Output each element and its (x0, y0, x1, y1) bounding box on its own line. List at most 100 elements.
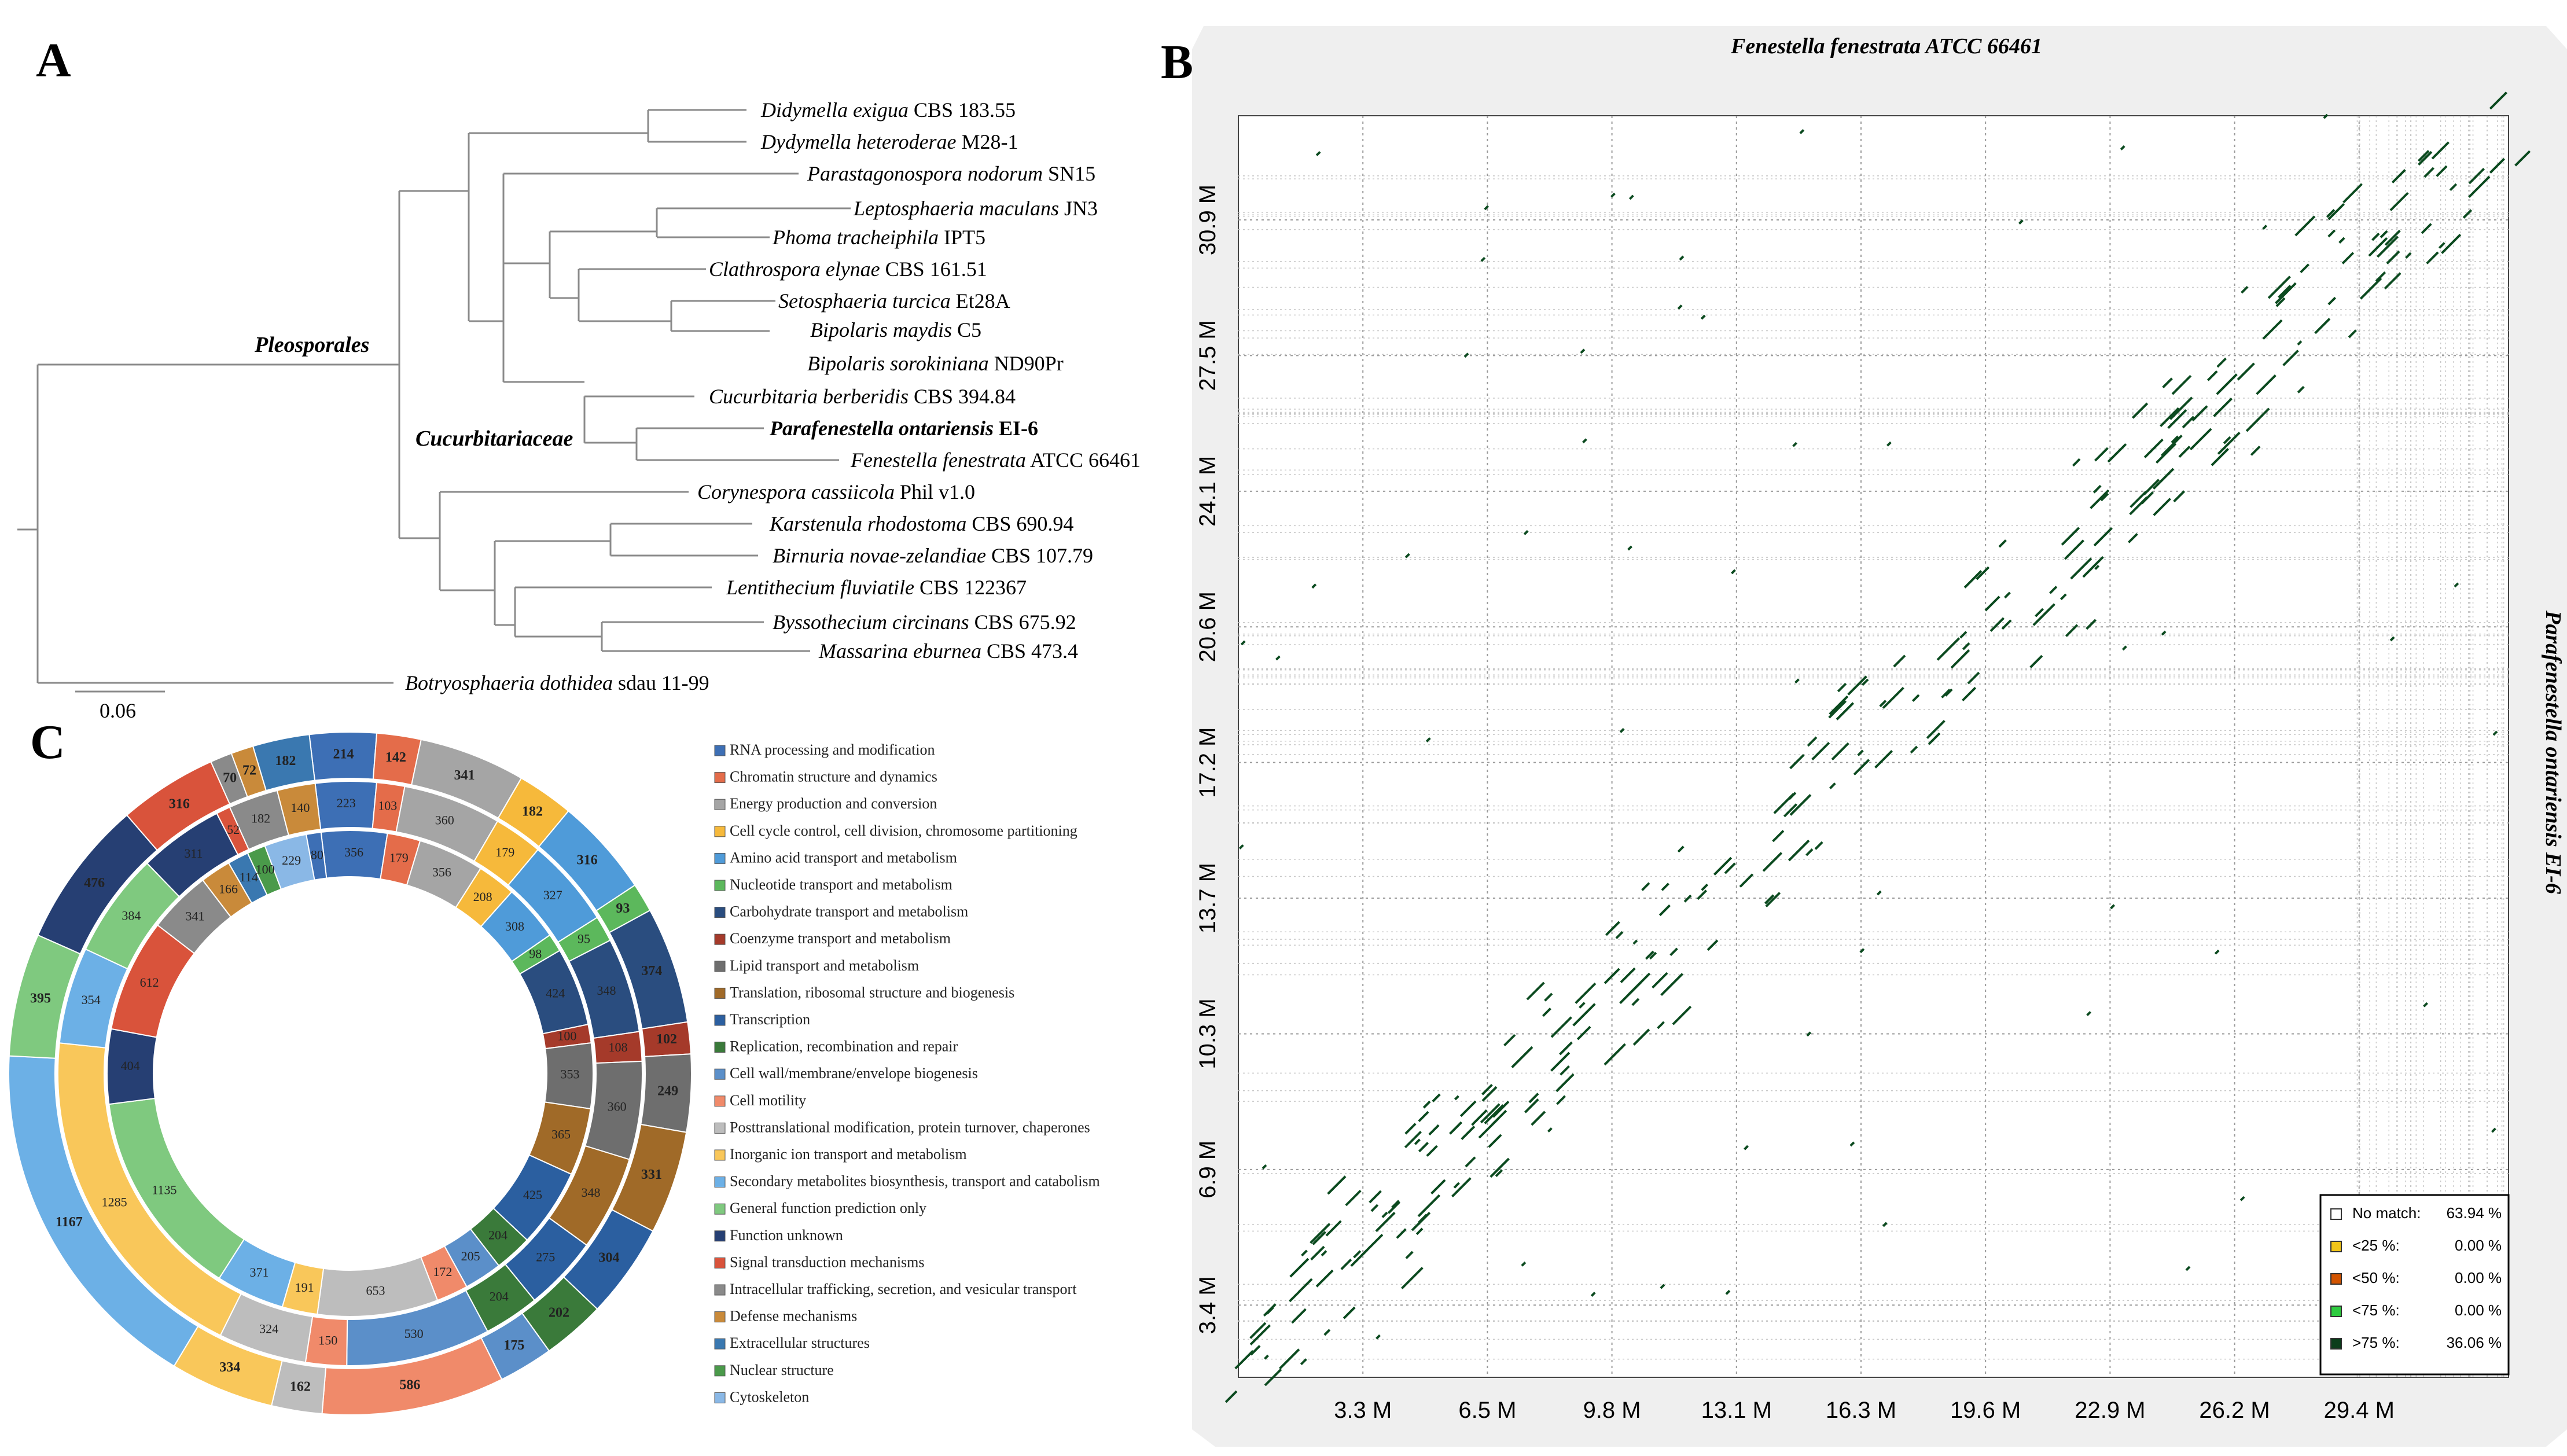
legend-swatch (714, 1230, 726, 1242)
alignment-segment (2294, 215, 2316, 237)
alignment-segment (2454, 582, 2459, 588)
alignment-segment (1580, 348, 1586, 354)
alignment-segment (2441, 233, 2462, 254)
legend-label: Nucleotide transport and metabolism (730, 876, 952, 893)
alignment-segment (2262, 319, 2283, 340)
ring-sector-label: 476 (84, 876, 105, 891)
ring-sector-label: 365 (551, 1127, 571, 1141)
alignment-segment (1488, 1134, 1502, 1148)
legend-label: Cell motility (730, 1092, 806, 1109)
alignment-segment (1224, 1390, 1238, 1403)
alignment-segment (1772, 830, 1785, 843)
alignment-segment (2368, 237, 2388, 257)
alignment-segment (1480, 256, 1486, 262)
ring-sector-label: 100 (557, 1029, 576, 1043)
alignment-segment (1275, 655, 1281, 661)
ring-sector-label: 311 (184, 846, 203, 861)
alignment-segment (2359, 277, 2382, 300)
alignment-segment (2421, 223, 2432, 234)
alignment-segment (1234, 1350, 1254, 1370)
alignment-segment (1610, 192, 1616, 198)
alignment-segment (2275, 282, 2297, 304)
legend-swatch (714, 799, 726, 810)
tree-labels: Didymella exigua CBS 183.55 Dydymella he… (100, 98, 1141, 722)
alignment-segment (1555, 1073, 1575, 1093)
alignment-segment (2032, 603, 2055, 626)
legend-swatch (2330, 1273, 2342, 1285)
taxon-label: Clathrospora elynae CBS 161.51 (709, 258, 987, 281)
alignment-segment (2160, 407, 2180, 427)
alignment-segment (1967, 671, 1980, 685)
alignment-segment (1950, 649, 1970, 669)
alignment-segment (2391, 169, 2406, 183)
alignment-segment (1882, 686, 1904, 709)
alignment-segment (1353, 1250, 1362, 1259)
alignment-segment (1582, 438, 1587, 444)
ring-sector-label: 371 (250, 1265, 269, 1279)
alignment-segment (2389, 192, 2409, 211)
alignment-segment (1632, 939, 1638, 945)
alignment-segment (1941, 689, 1951, 698)
alignment-segment (1652, 972, 1668, 989)
alignment-segment (2065, 624, 2079, 637)
legend-label: >75 %: (2352, 1334, 2400, 1351)
alignment-segment (2267, 275, 2291, 299)
alignment-segment (2061, 527, 2080, 546)
dotplot-frame (1238, 115, 2509, 1378)
legend-swatch (714, 1311, 726, 1323)
alignment-segment (1944, 688, 1953, 697)
alignment-segment (2162, 377, 2173, 388)
taxon-label: Corynespora cassiicola Phil v1.0 (697, 480, 975, 503)
alignment-segment (1414, 1138, 1421, 1145)
alignment-segment (1560, 1065, 1570, 1076)
legend-swatch (714, 1203, 726, 1215)
ring-sector-label: 205 (461, 1249, 480, 1263)
alignment-segment (1649, 951, 1657, 960)
alignment-segment (2377, 236, 2399, 258)
alignment-segment (2171, 435, 2179, 444)
alignment-segment (2436, 165, 2448, 177)
panel-letter-c: C (30, 715, 65, 769)
legend-value: 36.06 % (2447, 1334, 2502, 1351)
alignment-segment (2107, 443, 2127, 463)
alignment-segment (1490, 1157, 1510, 1178)
alignment-segment (1289, 1258, 1310, 1278)
alignment-segment (2131, 402, 2149, 419)
ring-sector-label: 182 (275, 753, 296, 769)
alignment-segment (2070, 557, 2092, 580)
alignment-segment (1861, 678, 1869, 686)
alignment-segment (2160, 435, 2183, 457)
alignment-segment (2314, 318, 2331, 334)
alignment-segment (1590, 1292, 1596, 1297)
legend-swatch (714, 1365, 726, 1377)
alignment-segment (1627, 545, 1632, 551)
alignment-segment (1789, 753, 1805, 770)
alignment-segment (2110, 904, 2116, 910)
alignment-segment (2327, 296, 2337, 306)
legend-label: Amino acid transport and metabolism (730, 849, 957, 866)
legend-swatch (2330, 1306, 2342, 1317)
alignment-segment (1375, 1212, 1396, 1233)
alignment-segment (1876, 890, 1882, 896)
alignment-segment (1417, 1194, 1441, 1218)
ring-sector-label: 182 (522, 804, 543, 819)
alignment-segment (1604, 968, 1620, 984)
alignment-segment (1511, 1046, 1533, 1068)
alignment-segment (1360, 1233, 1384, 1257)
alignment-segment (1631, 998, 1640, 1006)
ring-sector-label: 72 (242, 763, 256, 778)
alignment-segment (2121, 645, 2127, 651)
ring-sector-label: 100 (256, 862, 275, 877)
alignment-segment (2094, 447, 2109, 462)
ring-sector-label: 334 (219, 1360, 240, 1375)
alignment-segment (1404, 1131, 1422, 1149)
ring-sector-label: 354 (82, 992, 101, 1007)
alignment-segment (1764, 894, 1775, 905)
alignment-segment (1481, 1086, 1498, 1102)
alignment-segment (1807, 736, 1818, 747)
alignment-segment (2189, 428, 2212, 451)
clade-label-pleosporales: Pleosporales (254, 333, 369, 357)
alignment-segment (2143, 438, 2164, 458)
alignment-segment (1528, 1093, 1539, 1104)
alignment-segment (2323, 113, 2329, 119)
